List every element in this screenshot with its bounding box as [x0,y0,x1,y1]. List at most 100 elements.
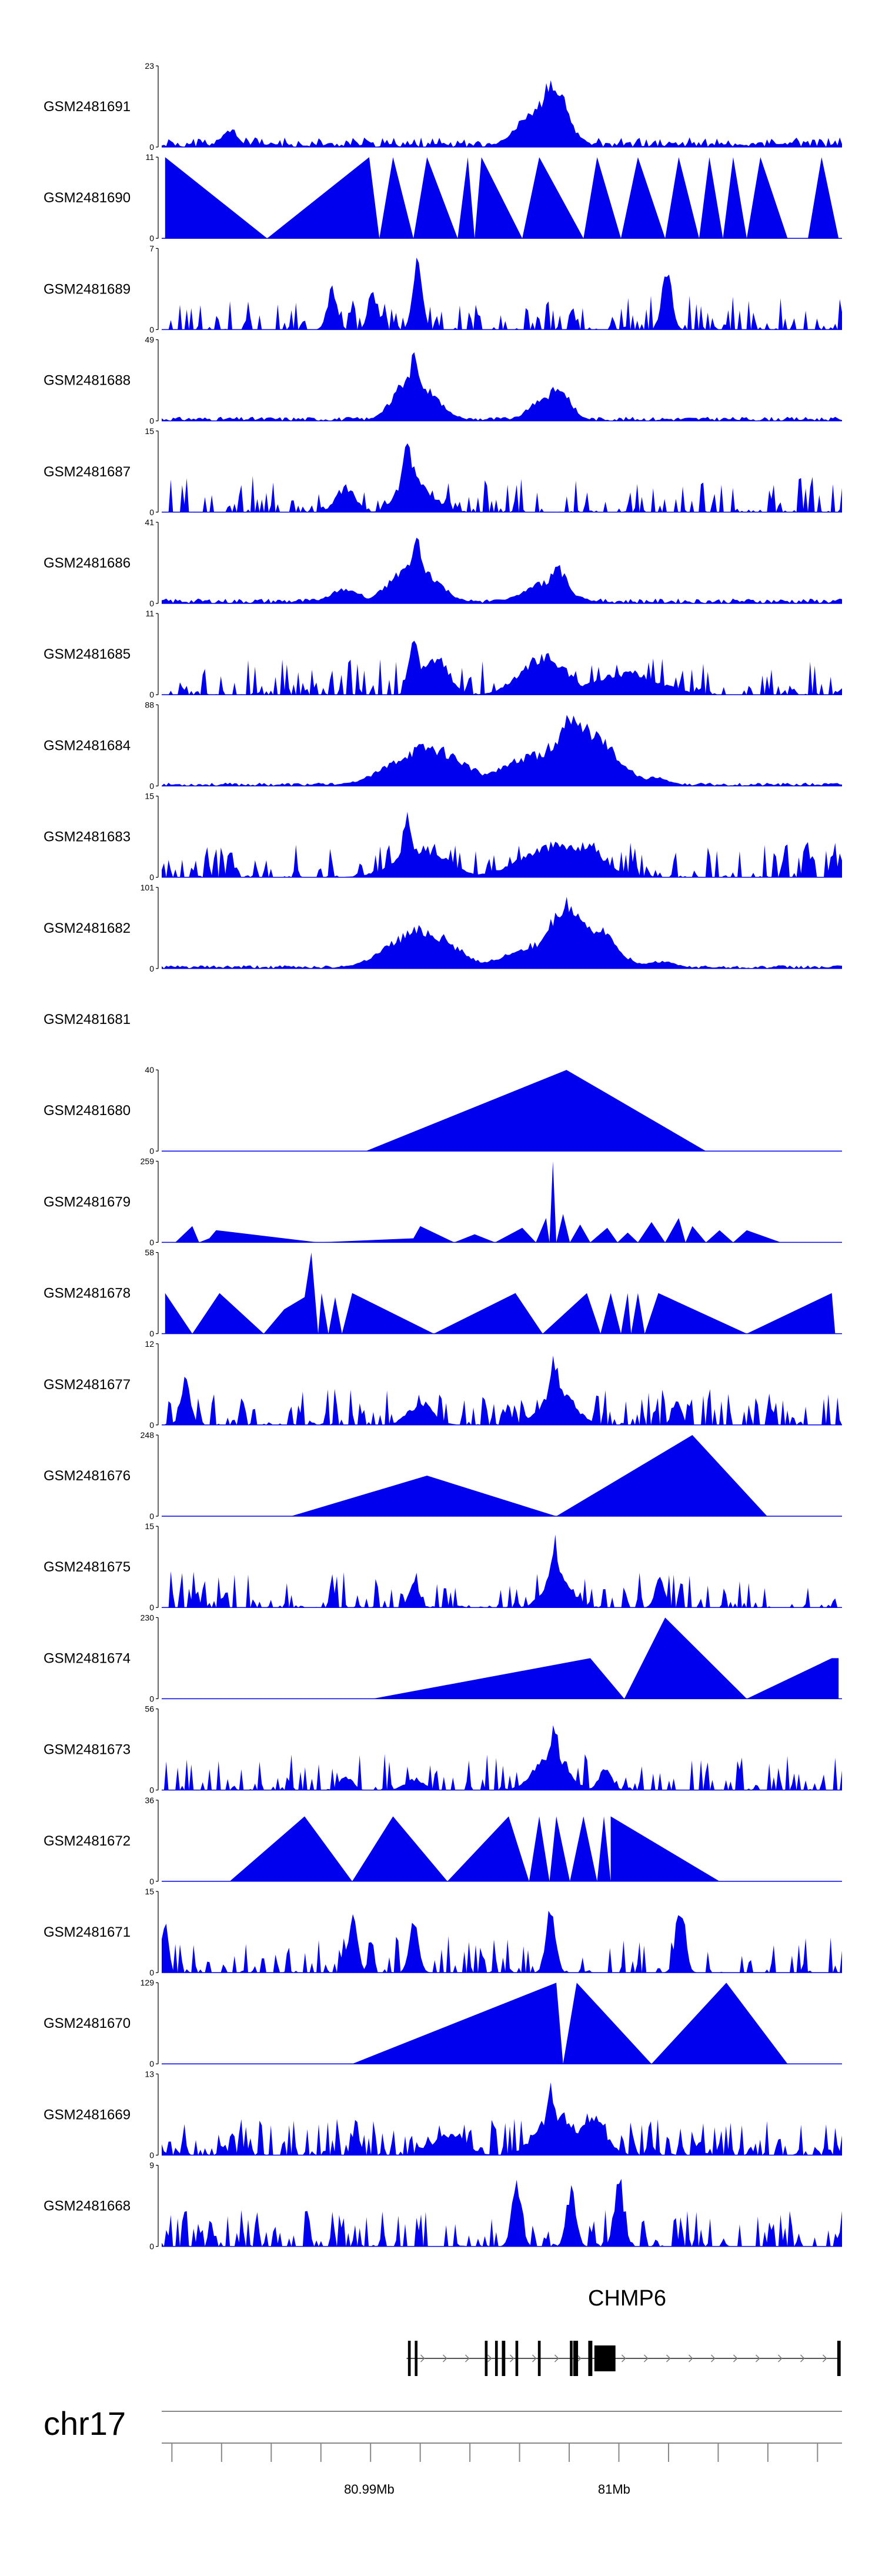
signal-area [162,640,842,695]
y-zero-label: 0 [149,1329,154,1339]
gene-exon [502,2341,506,2376]
axis-coord-label: 80.99Mb [344,2482,395,2497]
track-GSM2481679: GSM2481679 259 0 [44,1156,842,1247]
track-label: GSM2481669 [44,2107,131,2123]
signal-area [162,538,842,603]
y-max-label: 248 [141,1430,155,1440]
signal-area [165,1252,836,1334]
signal-area [162,715,842,786]
track-GSM2481685: GSM2481685 11 0 [44,609,842,699]
signal-area [162,1356,842,1425]
track-label: GSM2481690 [44,190,131,206]
y-zero-label: 0 [149,2059,154,2068]
track-label: GSM2481684 [44,738,131,753]
track-label: GSM2481681 [44,1012,131,1027]
strand-arrow [822,2354,827,2363]
gene-exon [588,2341,593,2376]
signal-area [162,2178,842,2247]
track-label: GSM2481672 [44,1833,131,1849]
track-label: GSM2481680 [44,1103,131,1119]
strand-arrow [666,2354,671,2363]
gene-exon [837,2341,841,2376]
y-zero-label: 0 [149,690,154,699]
y-max-label: 41 [145,518,154,527]
track-label: GSM2481683 [44,829,131,845]
y-zero-label: 0 [149,233,154,243]
signal-area [366,1070,706,1152]
y-max-label: 15 [145,1887,154,1896]
strand-arrow [621,2354,626,2363]
signal-area [162,2082,842,2155]
track-GSM2481671: GSM2481671 15 0 [44,1887,842,1977]
track-GSM2481686: GSM2481686 41 0 [44,518,842,608]
strand-arrow [420,2354,425,2363]
y-max-label: 9 [149,2161,154,2170]
y-zero-label: 0 [149,2150,154,2160]
y-zero-label: 0 [149,1786,154,1795]
strand-arrow [688,2354,693,2363]
strand-arrow [710,2354,716,2363]
track-GSM2481669: GSM2481669 13 0 [44,2069,842,2160]
track-label: GSM2481674 [44,1650,131,1666]
y-max-label: 15 [145,792,154,801]
y-zero-label: 0 [149,1968,154,1977]
track-GSM2481681: GSM2481681 [44,1012,131,1027]
track-label: GSM2481678 [44,1286,131,1302]
gene-exon [485,2341,488,2376]
strand-arrow [509,2354,514,2363]
gene-exon [415,2341,418,2376]
y-zero-label: 0 [149,599,154,608]
track-label: GSM2481691 [44,99,131,115]
track-label: GSM2481679 [44,1194,131,1210]
track-label: GSM2481670 [44,2016,131,2031]
strand-arrow [465,2354,470,2363]
y-max-label: 11 [145,609,154,618]
strand-arrow [576,2354,582,2363]
y-max-label: 11 [145,152,154,162]
y-zero-label: 0 [149,873,154,882]
gene-exon [594,2345,616,2371]
track-GSM2481674: GSM2481674 230 0 [44,1613,842,1703]
strand-arrow [487,2354,492,2363]
track-label: GSM2481685 [44,646,131,662]
y-max-label: 23 [145,61,154,71]
y-zero-label: 0 [149,416,154,426]
track-GSM2481673: GSM2481673 56 0 [44,1704,842,1795]
signal-area [175,1161,781,1243]
strand-arrow [442,2354,447,2363]
track-label: GSM2481673 [44,1742,131,1758]
track-label: GSM2481688 [44,373,131,389]
signal-area [162,1534,842,1608]
y-max-label: 15 [145,426,154,436]
track-label: GSM2481687 [44,464,131,480]
gene-label-chmp6: CHMP6 [588,2286,666,2311]
y-zero-label: 0 [149,1420,154,1430]
y-max-label: 40 [145,1065,154,1075]
gene-exon [537,2341,541,2376]
strand-arrow [777,2354,783,2363]
y-max-label: 12 [145,1339,154,1349]
signal-tracks: GSM2481691230GSM2481690110GSM248168970GS… [44,61,842,2251]
track-GSM2481680: GSM2481680 40 0 [44,1065,842,1156]
y-max-label: 13 [145,2069,154,2078]
y-max-label: 7 [149,243,154,253]
gene-exon [495,2341,498,2376]
strand-arrow [733,2354,738,2363]
track-label: GSM2481676 [44,1468,131,1484]
strand-arrow [643,2354,649,2363]
y-zero-label: 0 [149,1237,154,1247]
signal-area [162,80,842,147]
track-GSM2481688: GSM2481688 49 0 [44,335,842,426]
signal-area [229,1816,720,1881]
track-label: GSM2481686 [44,555,131,571]
y-max-label: 15 [145,1521,154,1531]
y-zero-label: 0 [149,964,154,973]
track-label: GSM2481677 [44,1377,131,1393]
track-label: GSM2481682 [44,920,131,936]
strand-arrow [755,2354,760,2363]
y-zero-label: 0 [149,508,154,517]
y-max-label: 36 [145,1796,154,1805]
gene-exon [570,2341,573,2376]
y-max-label: 56 [145,1704,154,1714]
